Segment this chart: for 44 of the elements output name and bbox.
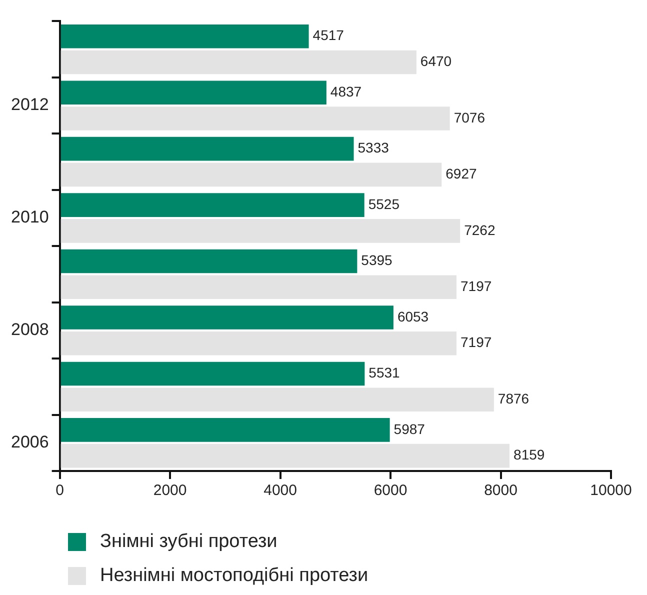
- data-label: 4517: [312, 27, 344, 44]
- bar: [60, 162, 442, 187]
- data-label: 7076: [454, 109, 486, 126]
- y-tick-label: 2006: [10, 432, 49, 452]
- data-label: 5333: [358, 140, 390, 156]
- x-tick-label: 4000: [264, 482, 297, 500]
- bar: [60, 219, 460, 243]
- x-tick-label: 6000: [374, 482, 408, 500]
- bar: [60, 331, 457, 356]
- data-label: 7197: [460, 334, 492, 350]
- bar: [60, 136, 354, 161]
- bar: [60, 418, 390, 442]
- bar: [60, 193, 364, 217]
- x-tick-label: 0: [56, 482, 64, 500]
- bar: [60, 80, 326, 105]
- data-label: 5987: [394, 420, 426, 437]
- data-label: 7197: [460, 278, 492, 294]
- data-label: 7876: [498, 390, 530, 406]
- data-label: 5395: [361, 252, 393, 268]
- x-tick-label: 2000: [153, 482, 187, 500]
- legend-label: Знімні зубні протези: [100, 531, 278, 553]
- x-tick-label: 8000: [484, 482, 518, 500]
- data-label: 6053: [397, 308, 429, 324]
- bar: [60, 275, 457, 300]
- legend-label: Незнімні мостоподібні протези: [100, 565, 368, 587]
- data-label: 5531: [368, 364, 400, 381]
- bar: [60, 444, 510, 468]
- bar: [60, 24, 309, 48]
- data-label: 6470: [420, 53, 452, 70]
- y-tick-label: 2010: [10, 208, 49, 227]
- bar: [60, 362, 365, 386]
- data-label: 7262: [464, 222, 496, 238]
- bar: [60, 388, 494, 412]
- data-label: 5525: [368, 196, 400, 212]
- bar: [60, 50, 416, 74]
- data-label: 8159: [514, 446, 545, 463]
- y-tick-label: 2008: [10, 320, 49, 340]
- data-label: 4837: [330, 83, 362, 100]
- y-tick-label: 2012: [10, 95, 49, 114]
- x-tick-label: 10000: [590, 482, 632, 500]
- bar: [60, 306, 394, 330]
- bar: [60, 249, 358, 274]
- data-label: 6927: [446, 166, 477, 182]
- bar: [60, 106, 450, 130]
